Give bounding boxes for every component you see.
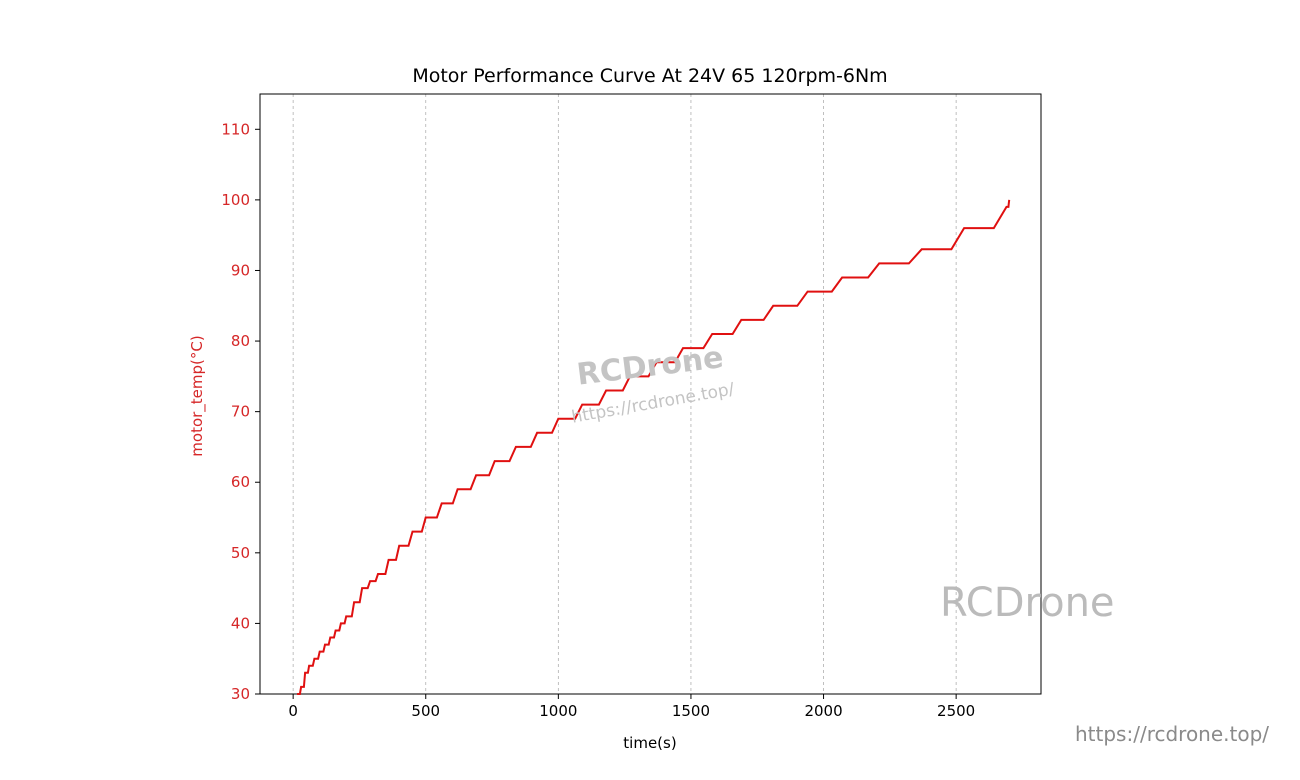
y-tick-label: 30 bbox=[231, 685, 250, 703]
series-line bbox=[297, 199, 1011, 695]
x-tick-label: 2000 bbox=[804, 702, 842, 720]
y-tick-label: 50 bbox=[231, 544, 250, 562]
x-tick-label: 0 bbox=[288, 702, 298, 720]
y-tick-label: 80 bbox=[231, 332, 250, 350]
y-tick-label: 90 bbox=[231, 261, 250, 279]
grid-lines bbox=[292, 94, 957, 694]
y-tick-label: 60 bbox=[231, 473, 250, 491]
x-tick-label: 1500 bbox=[672, 702, 710, 720]
y-tick-label: 110 bbox=[221, 120, 250, 138]
watermark-url-bottom: https://rcdrone.top/ bbox=[1075, 722, 1270, 746]
y-tick-label: 70 bbox=[231, 403, 250, 421]
x-tick-label: 1000 bbox=[539, 702, 577, 720]
chart-title: Motor Performance Curve At 24V 65 120rpm… bbox=[412, 65, 887, 87]
y-tick-label: 40 bbox=[231, 614, 250, 632]
plot-frame bbox=[259, 93, 1042, 695]
x-axis: 0 500 1000 1500 2000 2500 bbox=[288, 694, 975, 720]
y-axis: 30 40 50 60 70 80 90 100 110 bbox=[221, 120, 260, 703]
y-axis-label: motor_temp(°C) bbox=[188, 335, 207, 456]
watermark-brand-right: RCDrone bbox=[940, 580, 1115, 626]
y-tick-label: 100 bbox=[221, 191, 250, 209]
x-tick-label: 2500 bbox=[937, 702, 975, 720]
x-tick-label: 500 bbox=[411, 702, 440, 720]
x-axis-label: time(s) bbox=[623, 734, 676, 752]
